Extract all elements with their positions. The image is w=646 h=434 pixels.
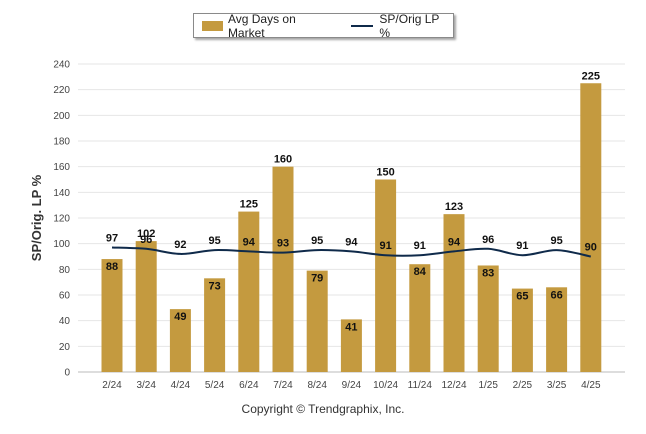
x-tick-label: 4/24 [171,380,191,391]
bar-value-label: 84 [414,266,427,278]
x-tick-label: 5/24 [205,380,225,391]
bar[interactable] [375,179,397,373]
legend: Avg Days on Market SP/Orig LP % [193,12,454,40]
bar-value-label: 73 [208,280,220,292]
y-tick-label: 240 [53,60,70,71]
bar-value-label: 150 [376,167,394,179]
x-tick-label: 7/24 [273,380,293,391]
bar-value-label: 66 [550,289,562,301]
y-tick-label: 80 [59,265,71,276]
line-value-label: 94 [345,236,358,248]
bar[interactable] [272,166,294,372]
y-tick-label: 40 [59,316,71,327]
line-path[interactable] [111,246,591,258]
bar[interactable] [511,288,533,372]
line-value-label: 95 [311,235,323,247]
x-axis-ticks: 2/24 3/24 4/24 5/24 6/24 7/24 8/24 9/24 10/24 11/… [102,380,601,391]
line-value-label: 97 [106,233,118,245]
line-value-label: 93 [277,238,289,250]
bar[interactable] [135,241,157,372]
legend-line-swatch [351,24,374,27]
bar-series [101,83,602,373]
bar-value-label: 160 [274,154,292,166]
legend-label-bars: Avg Days on Market [227,11,296,40]
bar-value-label: 41 [345,321,357,333]
line-value-label: 91 [516,240,528,252]
line-value-label: 94 [243,236,256,248]
y-tick-label: 100 [53,239,70,250]
bar[interactable] [306,270,328,372]
bar-value-label: 83 [482,267,494,279]
x-tick-label: 1/25 [478,380,498,391]
bar-value-label: 123 [445,201,463,213]
bar[interactable] [546,287,568,372]
bar[interactable] [169,309,191,372]
x-tick-label: 12/24 [441,380,466,391]
y-axis-ticks: 0 20 40 60 80 100 120 140 160 180 200 220 240 [53,60,70,379]
x-tick-label: 9/24 [342,380,362,391]
legend-label-line: SP/Orig LP % [379,11,440,40]
x-tick-label: 10/24 [373,380,398,391]
y-axis-title: SP/Orig. LP % [29,174,44,261]
x-tick-label: 2/24 [102,380,122,391]
bar-value-label: 79 [311,273,323,285]
line-value-label: 90 [585,242,597,254]
bar[interactable] [477,265,499,372]
bar[interactable] [340,319,362,372]
bar-value-label: 225 [582,70,600,82]
y-tick-label: 160 [53,162,70,173]
x-tick-label: 6/24 [239,380,259,391]
line-value-label: 92 [174,239,186,251]
bar[interactable] [204,278,226,372]
gridlines [78,63,625,373]
y-tick-label: 20 [59,342,71,353]
bar[interactable] [580,83,602,372]
x-tick-label: 4/25 [581,380,601,391]
x-tick-label: 8/24 [307,380,327,391]
y-tick-label: 180 [53,137,70,148]
line-value-label: 96 [140,234,152,246]
legend-item-line[interactable]: SP/Orig LP % [343,12,453,40]
y-tick-label: 200 [53,111,70,122]
legend-item-bars[interactable]: Avg Days on Market [202,12,335,40]
bar-value-label: 125 [240,199,258,211]
line-value-label: 95 [550,235,562,247]
x-tick-label: 11/24 [408,380,433,391]
y-tick-label: 220 [53,85,70,96]
bar-value-label: 49 [174,311,186,323]
bar[interactable] [101,259,123,372]
line-value-label: 95 [208,235,220,247]
y-tick-label: 0 [64,368,70,379]
line-value-label: 91 [414,240,426,252]
y-tick-label: 140 [53,188,70,199]
y-tick-label: 120 [53,214,70,225]
y-tick-label: 60 [59,291,71,302]
legend-bar-swatch [202,20,223,31]
x-tick-label: 3/25 [547,380,567,391]
bar-value-label: 65 [516,291,528,303]
line-value-label: 96 [482,234,494,246]
data-labels: 88 102 49 73 125 160 79 41 150 84 123 83 65 66 225 97 96… [106,70,600,333]
bar[interactable] [409,264,431,372]
line-series [111,246,591,258]
bar-value-label: 102 [137,228,155,240]
x-tick-label: 3/24 [136,380,156,391]
bar[interactable] [443,214,465,372]
line-value-label: 91 [379,240,391,252]
copyright-text: Copyright © Trendgraphix, Inc. [241,402,405,416]
line-value-label: 94 [448,236,461,248]
bar-value-label: 88 [106,261,118,273]
x-tick-label: 2/25 [513,380,533,391]
